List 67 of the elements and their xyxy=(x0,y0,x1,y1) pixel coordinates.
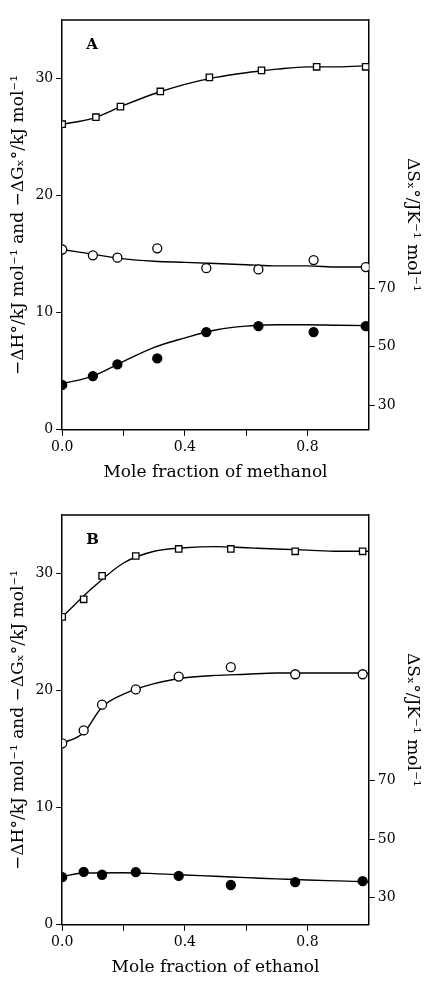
point xyxy=(225,879,236,891)
point xyxy=(290,669,301,680)
y2-tick-label: 30 xyxy=(377,888,396,905)
point xyxy=(201,263,212,274)
x-tick-label: 0.8 xyxy=(296,932,319,949)
point xyxy=(201,326,212,338)
point xyxy=(361,63,369,71)
point xyxy=(78,866,89,877)
point xyxy=(152,353,163,364)
y-axis-title: −ΔH°/kJ mol⁻¹ and −ΔGₓ°/kJ mol⁻¹ xyxy=(6,74,27,375)
point xyxy=(152,243,163,254)
y2-tick-label: 70 xyxy=(377,771,396,788)
point xyxy=(98,572,106,580)
point xyxy=(173,671,184,682)
y2-tick-label: 50 xyxy=(377,337,396,354)
point xyxy=(78,725,89,736)
point xyxy=(87,250,99,261)
y2-tick-label: 70 xyxy=(377,278,396,295)
point xyxy=(308,326,319,338)
y2-tick-label: 50 xyxy=(377,829,396,846)
y2-axis-title: ΔSₓ°/JK⁻¹ mol⁻¹ xyxy=(404,653,425,787)
y2-axis-title: ΔSₓ°/JK⁻¹ mol⁻¹ xyxy=(404,158,425,292)
y-tick-label: 10 xyxy=(35,303,54,320)
point xyxy=(358,547,367,556)
point xyxy=(96,699,108,710)
point xyxy=(357,876,368,887)
point xyxy=(360,261,369,273)
x-tick-label: 0.8 xyxy=(296,437,319,454)
y-tick-label: 0 xyxy=(44,420,54,437)
point xyxy=(227,545,235,553)
y-tick-label: 20 xyxy=(35,186,54,203)
y-tick-label: 10 xyxy=(35,798,54,815)
point xyxy=(79,595,88,604)
x-axis-title: Mole fraction of ethanol xyxy=(111,956,320,977)
point xyxy=(290,876,301,888)
x-tick-label: 0.4 xyxy=(173,437,197,454)
point xyxy=(87,370,99,382)
point xyxy=(112,359,123,370)
x-axis-title: Mole fraction of methanol xyxy=(103,461,328,482)
x-tick-label: 0.4 xyxy=(173,932,197,949)
point xyxy=(131,552,140,560)
point xyxy=(174,545,183,553)
x-tick-label: 0.0 xyxy=(51,932,74,949)
point xyxy=(312,63,321,71)
y-tick-label: 0 xyxy=(44,915,54,932)
point xyxy=(253,264,264,275)
point xyxy=(225,662,236,673)
point xyxy=(253,321,264,332)
point xyxy=(156,87,165,96)
point xyxy=(130,866,141,878)
x-tick-label: 0.0 xyxy=(51,437,74,454)
point xyxy=(308,254,319,266)
point xyxy=(92,113,100,122)
annotation: A xyxy=(85,35,99,54)
point xyxy=(173,870,184,882)
point xyxy=(291,547,300,556)
y-axis-title: −ΔH°/kJ mol⁻¹ and −ΔGₓ°/kJ mol⁻¹ xyxy=(6,569,27,870)
y2-tick-label: 30 xyxy=(377,396,396,413)
y-tick-label: 30 xyxy=(35,69,54,86)
point xyxy=(130,684,141,695)
y-tick-label: 30 xyxy=(35,564,54,581)
point xyxy=(96,869,108,880)
point xyxy=(360,321,369,332)
point xyxy=(112,252,123,263)
point xyxy=(357,669,368,680)
annotation: B xyxy=(86,530,99,549)
y-tick-label: 20 xyxy=(35,681,54,698)
